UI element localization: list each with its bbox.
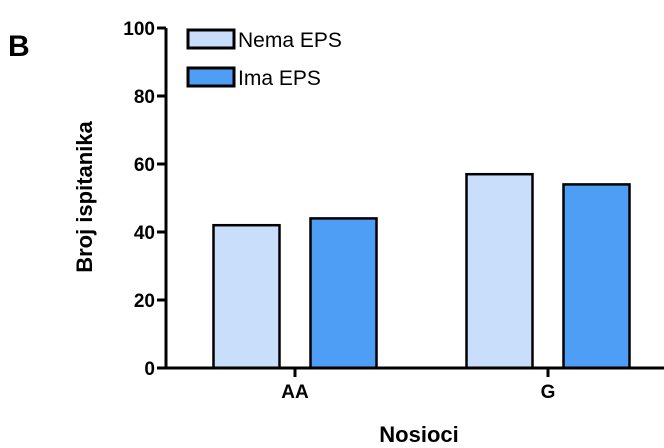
y-tick-label: 100 (123, 19, 155, 40)
x-tick-label: G (541, 382, 556, 403)
bar-aa-nema-eps (212, 223, 281, 370)
y-tick-label: 20 (134, 291, 155, 312)
y-tick-label: 0 (144, 359, 155, 380)
y-tick-label: 40 (134, 223, 155, 244)
y-tick-label: 80 (134, 87, 155, 108)
bars (212, 172, 631, 370)
panel-label: B (8, 30, 30, 63)
bar-aa-ima-eps (309, 217, 378, 370)
y-tick-label: 60 (134, 155, 155, 176)
legend-swatch (186, 66, 236, 88)
y-axis: 0 20 40 60 80 100 (123, 19, 168, 380)
legend: Nema EPS Ima EPS (186, 28, 342, 90)
bar-g-ima-eps (562, 183, 631, 370)
x-tick-label: AA (281, 382, 309, 403)
legend-swatch (186, 28, 236, 50)
legend-label: Nema EPS (238, 29, 342, 52)
bar-g-nema-eps (465, 172, 534, 370)
x-axis-title: Nosioci (379, 422, 458, 447)
y-axis-title: Broj ispitanika (72, 120, 97, 272)
x-axis: AA G (166, 366, 664, 403)
legend-label: Ima EPS (238, 67, 321, 90)
